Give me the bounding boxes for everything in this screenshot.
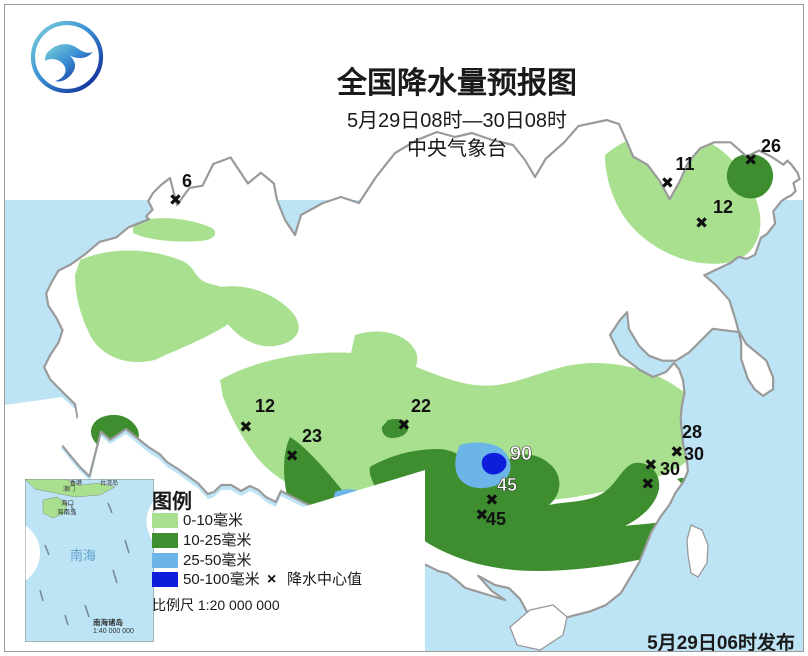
svg-text:6: 6 (182, 171, 192, 191)
svg-text:22: 22 (411, 396, 431, 416)
svg-text:×: × (267, 571, 276, 588)
svg-text:×: × (171, 190, 181, 209)
svg-text:11: 11 (675, 154, 694, 174)
svg-text:23: 23 (302, 426, 322, 446)
svg-text:中央气象台: 中央气象台 (407, 137, 507, 160)
svg-text:降水中心值: 降水中心值 (287, 571, 362, 588)
svg-text:南海诸岛: 南海诸岛 (93, 617, 123, 627)
svg-text:25-50毫米: 25-50毫米 (183, 551, 251, 569)
svg-text:香港: 香港 (70, 479, 82, 487)
svg-text:台湾岛: 台湾岛 (100, 479, 118, 487)
svg-text:×: × (643, 474, 653, 493)
svg-text:1:40 000 000: 1:40 000 000 (93, 628, 134, 635)
svg-text:×: × (487, 490, 497, 509)
svg-text:30: 30 (684, 444, 704, 464)
svg-text:0-10毫米: 0-10毫米 (183, 511, 243, 529)
svg-text:12: 12 (255, 396, 275, 416)
svg-text:5月29日06时发布: 5月29日06时发布 (647, 631, 795, 652)
svg-text:×: × (746, 150, 756, 169)
svg-text:全国降水量预报图: 全国降水量预报图 (336, 66, 577, 100)
svg-text:×: × (662, 173, 672, 192)
svg-text:12: 12 (713, 197, 733, 217)
svg-text:南海: 南海 (70, 548, 96, 563)
svg-text:×: × (697, 213, 707, 232)
svg-text:45: 45 (497, 475, 517, 495)
svg-text:50-100毫米: 50-100毫米 (183, 570, 260, 588)
svg-text:10-25毫米: 10-25毫米 (183, 531, 251, 549)
svg-text:30: 30 (660, 459, 680, 479)
svg-text:×: × (646, 455, 656, 474)
svg-text:90: 90 (510, 443, 532, 465)
svg-text:图例: 图例 (152, 489, 192, 513)
svg-text:45: 45 (486, 509, 506, 529)
svg-text:×: × (241, 417, 251, 436)
svg-text:28: 28 (682, 422, 702, 442)
svg-text:比例尺 1:20 000 000: 比例尺 1:20 000 000 (152, 597, 280, 613)
svg-text:×: × (399, 415, 409, 434)
svg-text:26: 26 (761, 136, 781, 156)
svg-text:澳门: 澳门 (63, 485, 75, 493)
svg-text:5月29日08时—30日08时: 5月29日08时—30日08时 (347, 109, 567, 132)
svg-text:×: × (287, 446, 297, 465)
